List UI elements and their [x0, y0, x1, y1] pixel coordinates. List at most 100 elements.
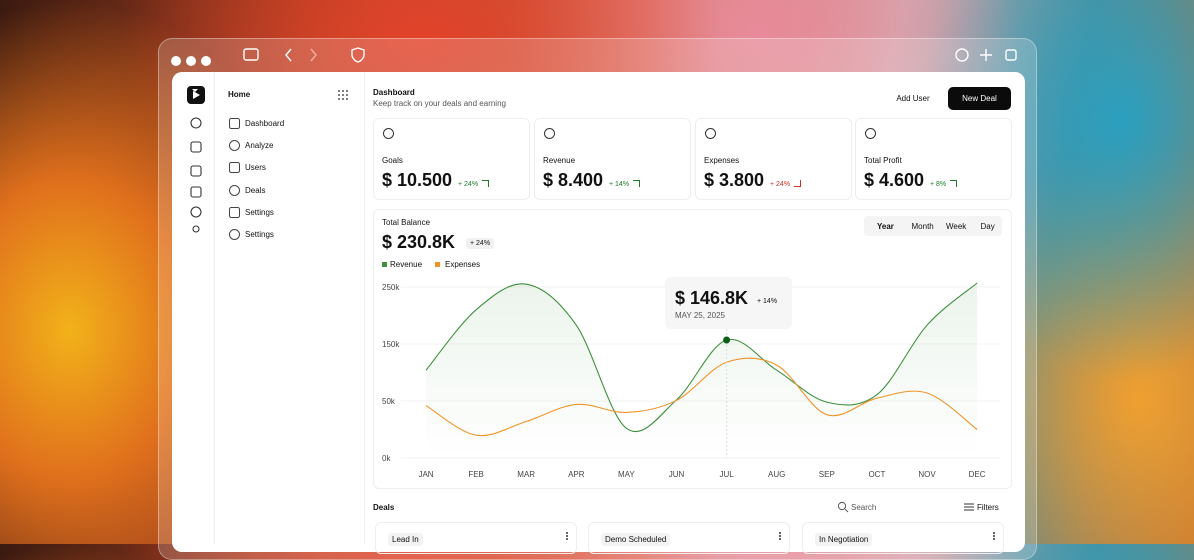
nav-item[interactable]: Dashboard — [245, 119, 285, 128]
stat-value: $ 4.600 — [864, 170, 925, 190]
rail-icon[interactable] — [190, 206, 202, 218]
line — [425, 357, 978, 437]
deal-column-title: In Negotiation — [815, 533, 873, 546]
browser-toolbar-icons — [243, 47, 1017, 63]
stat-label: Revenue — [543, 156, 576, 165]
rail-icon[interactable] — [192, 225, 200, 233]
balance-value: $ 230.8K — [382, 232, 456, 252]
nav-item[interactable]: Settings — [245, 230, 274, 239]
y-tick-label: 0k — [382, 454, 391, 463]
legend-swatch — [382, 262, 387, 267]
trend-arrow — [794, 180, 801, 187]
highlight-point — [723, 336, 731, 344]
menu-icon[interactable] — [993, 532, 995, 534]
rail-icon[interactable] — [190, 117, 202, 129]
tabs-icon[interactable] — [1005, 49, 1017, 61]
window-dot[interactable] — [171, 56, 181, 66]
x-tick-label: NOV — [918, 470, 936, 479]
period-tab[interactable]: Month — [911, 222, 934, 231]
stat-icon — [383, 128, 394, 139]
search-icon — [837, 501, 849, 513]
x-tick-label: FEB — [468, 470, 484, 479]
icon-rail — [190, 89, 202, 233]
forward-icon[interactable] — [310, 48, 317, 62]
x-tick-label: MAR — [517, 470, 535, 479]
search-placeholder[interactable]: Search — [851, 503, 877, 512]
balance-label: Total Balance — [382, 218, 431, 227]
tooltip-value: $ 146.8K — [675, 288, 749, 308]
stat-card — [534, 118, 691, 200]
nav-item[interactable]: Users — [245, 163, 266, 173]
nav-icon — [229, 184, 240, 196]
stat-label: Total Profit — [864, 156, 902, 165]
x-tick-label: DEC — [969, 470, 986, 479]
stat-change: + 24% — [458, 181, 479, 188]
logo-play — [192, 89, 198, 92]
deal-column-title: Demo Scheduled — [601, 533, 671, 546]
legend-label: Expenses — [445, 260, 481, 269]
window-dot[interactable] — [201, 56, 211, 66]
trend-arrow — [633, 180, 640, 187]
new-tab-icon[interactable] — [980, 49, 992, 61]
logo-play — [193, 91, 200, 99]
stat-label: Goals — [382, 156, 403, 165]
shield-icon[interactable] — [351, 47, 365, 63]
stat-card — [373, 118, 530, 200]
nav-icon — [229, 162, 240, 174]
download-icon[interactable] — [955, 48, 969, 62]
page-title: Dashboard — [373, 88, 415, 97]
grid-icon[interactable] — [337, 89, 349, 101]
tooltip-change: + 14% — [757, 298, 778, 305]
period-tabs — [864, 216, 1002, 236]
x-tick-label: SEP — [819, 470, 835, 479]
stat-icon — [544, 128, 555, 139]
stat-change: + 24% — [770, 181, 791, 188]
line — [425, 282, 978, 433]
new-deal-button[interactable]: New Deal — [948, 87, 1011, 110]
stat-value: $ 3.800 — [704, 170, 765, 190]
nav-item[interactable]: Analyze — [245, 141, 274, 151]
y-tick-label: 150k — [382, 340, 400, 349]
area — [426, 283, 978, 458]
nav-item[interactable]: Deals — [245, 185, 266, 195]
stat-change: + 8% — [930, 181, 947, 188]
sidebar-title: Home — [228, 90, 251, 99]
period-tab[interactable]: Week — [946, 222, 967, 231]
rail-icon[interactable] — [190, 165, 202, 177]
tooltip — [665, 277, 792, 329]
stat-card — [695, 118, 852, 200]
deals-title: Deals — [373, 503, 395, 512]
menu-icon[interactable] — [779, 532, 781, 534]
x-tick-label: JUL — [719, 470, 734, 479]
x-tick-label: OCT — [868, 470, 885, 479]
nav-icon — [229, 206, 240, 218]
tooltip-date: MAY 25, 2025 — [675, 311, 725, 320]
page-subtitle: Keep track on your deals and earning — [373, 99, 506, 108]
stat-icon — [865, 128, 876, 139]
stat-value: $ 8.400 — [543, 170, 604, 190]
balance-change: + 24% — [466, 238, 495, 249]
menu-icon[interactable] — [566, 532, 568, 534]
filter-icon — [964, 503, 974, 511]
rail-icon[interactable] — [190, 141, 202, 153]
filters-button[interactable]: Filters — [977, 503, 999, 512]
add-user-button[interactable]: Add User — [896, 94, 930, 103]
chart: 0k 50k 150k 250k JAN FEB MAR APR MAY JUN JUL AUG SEP… — [382, 282, 1000, 479]
stat-icon — [705, 128, 716, 139]
nav-item[interactable]: Settings — [245, 207, 274, 217]
stat-label: Expenses — [704, 156, 740, 165]
legend-swatch — [435, 262, 440, 267]
deal-column-title: Lead In — [388, 533, 423, 546]
period-tab[interactable]: Day — [980, 222, 995, 231]
x-tick-label: JUN — [669, 470, 685, 479]
window-dot[interactable] — [186, 56, 196, 66]
divider — [214, 72, 215, 544]
rail-icon[interactable] — [190, 186, 202, 198]
sidebar-toggle-icon[interactable] — [243, 48, 259, 61]
x-tick-label: MAY — [618, 470, 635, 479]
back-icon[interactable] — [285, 48, 292, 62]
legend-label: Revenue — [390, 260, 423, 269]
period-tab[interactable]: Year — [877, 222, 894, 231]
